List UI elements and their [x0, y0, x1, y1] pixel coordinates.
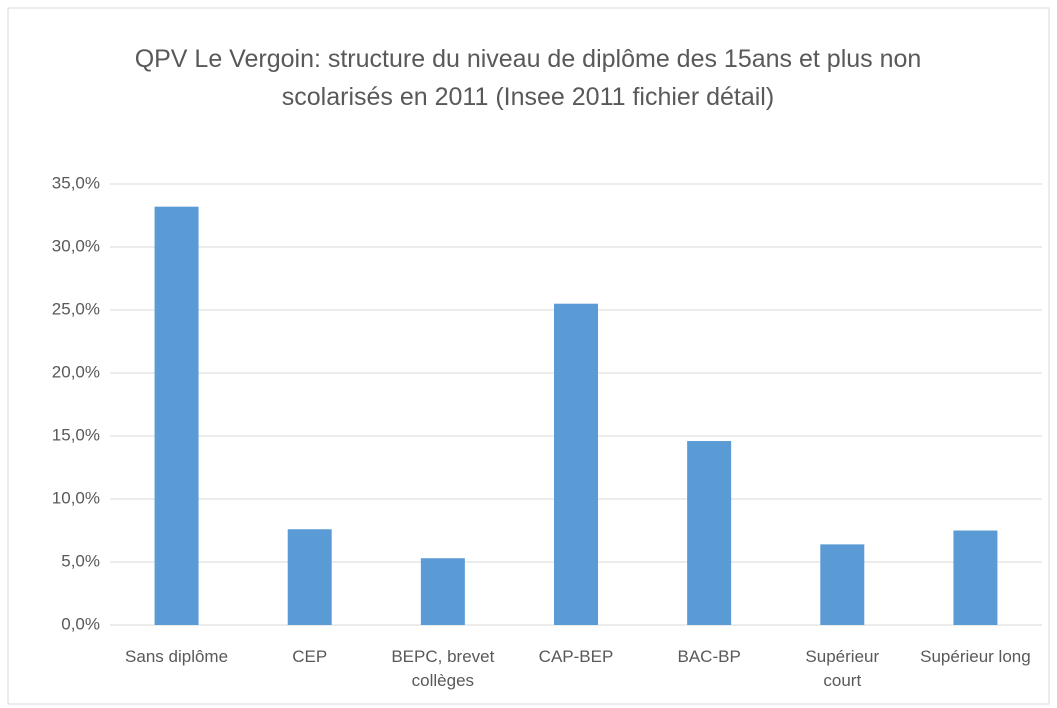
- x-tick-label: CEP: [292, 647, 328, 666]
- x-tick-label: Sans diplôme: [125, 647, 229, 666]
- y-tick-label: 35,0%: [52, 173, 100, 192]
- y-tick-label: 20,0%: [52, 362, 100, 381]
- bar: [953, 530, 998, 625]
- bar: [420, 558, 465, 625]
- x-tick-label: Supérieur court: [805, 647, 880, 690]
- x-tick-label: BAC-BP: [677, 647, 741, 666]
- bar: [687, 441, 732, 625]
- y-tick-label: 15,0%: [52, 425, 100, 444]
- bar: [554, 303, 598, 625]
- x-tick-label: CAP-BEP: [538, 647, 614, 666]
- bar: [820, 544, 865, 625]
- y-tick-label: 5,0%: [61, 551, 100, 570]
- y-tick-label: 0,0%: [61, 614, 100, 633]
- bar: [287, 529, 332, 625]
- x-tick-label: BEPC, brevet collèges: [391, 647, 495, 690]
- chart-title: QPV Le Vergoin: structure du niveau de d…: [134, 45, 922, 111]
- y-tick-label: 10,0%: [52, 488, 100, 507]
- y-tick-label: 30,0%: [52, 236, 100, 255]
- y-tick-label: 25,0%: [52, 299, 100, 318]
- bar: [154, 206, 199, 625]
- x-tick-label: Supérieur long: [920, 647, 1031, 666]
